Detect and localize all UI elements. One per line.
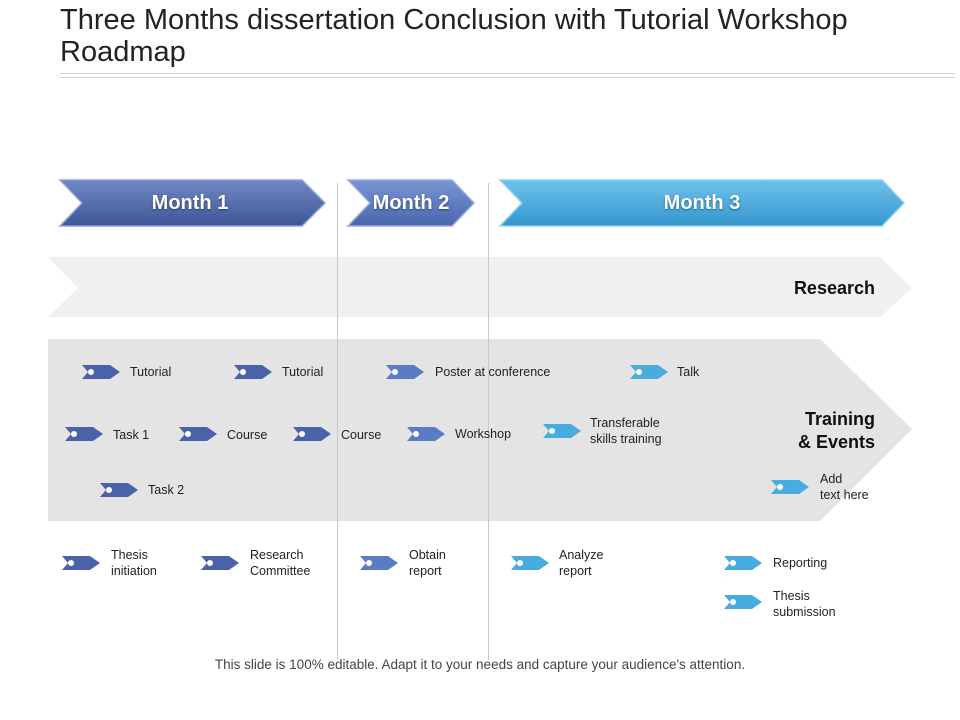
item-tutorial-1: Tutorial [130,365,172,379]
month-1-label: Month 1 [151,191,229,214]
month-1-arrow [58,179,327,227]
training-band [48,339,912,521]
chevron-arrow-icon [771,480,809,494]
footer-note: This slide is 100% editable. Adapt it to… [214,657,746,672]
chevron-arrow-icon [62,556,100,570]
item-course-2: Course [341,428,382,442]
chevron-arrow-icon [630,365,668,379]
item-transferable-skills: Transferable skills training [590,416,662,446]
item-course-1: Course [227,428,268,442]
title-divider-secondary [60,77,955,78]
item-tutorial-2: Tutorial [282,365,324,379]
chevron-arrow-icon [82,365,120,379]
chevron-arrow-icon [386,365,424,379]
chevron-arrow-icon [360,556,398,570]
item-reporting: Reporting [773,556,828,570]
research-band [48,257,912,317]
month-divider-2 [488,183,489,660]
chevron-arrow-icon [100,483,138,497]
month-divider-1 [337,183,338,660]
item-talk: Talk [677,365,700,379]
item-add-text: Add text here [820,472,869,502]
chevron-arrow-icon [293,427,331,441]
month-3-arrow [498,179,906,227]
item-task-2: Task 2 [148,483,185,497]
month-2-label: Month 2 [372,191,450,214]
chevron-arrow-icon [179,427,217,441]
item-analyze-report: Analyze report [559,548,604,578]
chevron-arrow-icon [201,556,239,570]
item-workshop: Workshop [455,427,512,441]
chevron-arrow-icon [65,427,103,441]
item-obtain-report: Obtain report [409,548,446,578]
chevron-arrow-icon [234,365,272,379]
item-research-committee: Research Committee [250,548,311,578]
month-3-label: Month 3 [663,191,741,214]
page-title: Three Months dissertation Conclusion wit… [60,4,848,68]
research-lane-label: Research [793,278,875,298]
chevron-arrow-icon [407,427,445,441]
item-thesis-initiation: Thesis initiation [111,548,157,578]
chevron-arrow-icon [511,556,549,570]
item-poster: Poster at conference [435,365,551,379]
month-arrows [58,179,906,227]
title-divider [60,73,955,74]
chevron-arrow-icon [724,556,762,570]
item-task-1: Task 1 [113,428,150,442]
chevron-arrow-icon [543,424,581,438]
item-thesis-submission: Thesis submission [773,589,836,619]
training-lane-label: Training & Events [797,409,875,452]
month-2-arrow [346,179,476,227]
chevron-arrow-icon [724,595,762,609]
